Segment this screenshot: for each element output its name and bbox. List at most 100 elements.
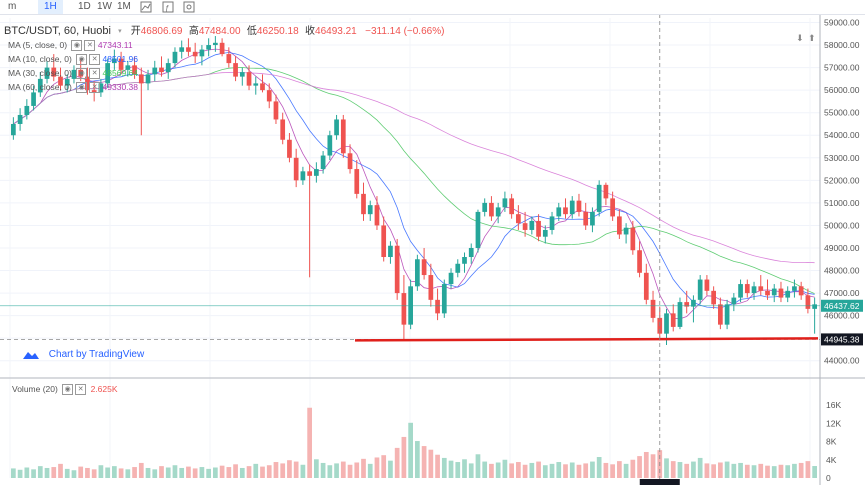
eye-icon[interactable]: ◉ bbox=[76, 82, 88, 94]
close-icon[interactable]: ✕ bbox=[89, 54, 101, 66]
price-tick-label: 47000.00 bbox=[824, 288, 860, 298]
close-icon[interactable]: ✕ bbox=[84, 40, 96, 52]
interval-1h[interactable]: 1H bbox=[38, 0, 63, 14]
volume-bar bbox=[489, 463, 494, 478]
candle-body bbox=[603, 184, 609, 199]
volume-bar bbox=[549, 463, 555, 478]
price-tick-label: 48000.00 bbox=[824, 266, 860, 276]
price-tick-label: 56000.00 bbox=[824, 85, 860, 95]
open-label: 开 bbox=[130, 26, 141, 37]
candle-body bbox=[502, 198, 508, 208]
settings-icon[interactable] bbox=[183, 0, 199, 14]
candle-body bbox=[300, 171, 306, 181]
candle-body bbox=[105, 63, 110, 84]
candle-body bbox=[704, 279, 710, 291]
eye-icon[interactable]: ◉ bbox=[71, 40, 83, 52]
candle-body bbox=[509, 198, 514, 215]
candle-body bbox=[697, 279, 703, 300]
volume-bar bbox=[165, 467, 171, 478]
interval-1m[interactable]: 1M bbox=[117, 1, 131, 12]
candle-body bbox=[563, 207, 568, 215]
volume-bar bbox=[798, 462, 804, 478]
candle-body bbox=[132, 65, 137, 75]
volume-bar bbox=[71, 470, 77, 478]
volume-bar bbox=[320, 462, 326, 478]
low-label: 低 bbox=[246, 26, 257, 37]
candle-body bbox=[798, 286, 804, 296]
volume-bar bbox=[805, 461, 811, 478]
volume-bar bbox=[361, 458, 366, 478]
candle-body bbox=[475, 211, 481, 248]
candle-body bbox=[637, 250, 642, 273]
eye-icon[interactable]: ◉ bbox=[76, 68, 88, 80]
tradingview-watermark[interactable]: Chart by TradingView bbox=[22, 348, 144, 360]
interval-1w[interactable]: 1W bbox=[97, 1, 112, 12]
indicators-icon[interactable]: ƒ bbox=[162, 0, 178, 14]
volume-bar bbox=[219, 465, 225, 478]
candle-body bbox=[334, 119, 339, 136]
candle-body bbox=[213, 42, 218, 46]
volume-bar bbox=[448, 460, 454, 478]
volume-bar bbox=[85, 467, 90, 478]
candle-body bbox=[327, 135, 333, 156]
eye-icon[interactable]: ◉ bbox=[76, 54, 88, 66]
candle-body bbox=[549, 216, 555, 230]
ma5-value: 47343.11 bbox=[97, 40, 133, 50]
candle-body bbox=[64, 78, 70, 86]
volume-tick-label: 16K bbox=[826, 400, 841, 410]
volume-bar bbox=[495, 462, 501, 478]
close-icon[interactable]: ✕ bbox=[75, 384, 87, 396]
candle-body bbox=[44, 67, 50, 79]
eye-icon[interactable]: ◉ bbox=[62, 384, 74, 396]
volume-bar bbox=[765, 465, 770, 478]
candle-body bbox=[51, 67, 57, 77]
chart-type-icon[interactable] bbox=[140, 0, 156, 14]
volume-bar bbox=[273, 462, 279, 478]
volume-bar bbox=[643, 451, 649, 478]
candle-body bbox=[293, 157, 299, 181]
candle-body bbox=[617, 216, 622, 235]
candle-body bbox=[145, 74, 151, 84]
volume-bar bbox=[435, 454, 440, 478]
close-value: 46493.21 bbox=[315, 26, 357, 37]
interval-1d[interactable]: 1D bbox=[78, 1, 91, 12]
ma60-legend: MA (60, close, 0) ◉ ✕ 49330.38 bbox=[8, 82, 138, 94]
volume-bar bbox=[307, 407, 312, 478]
ma5-label: MA (5, close, 0) bbox=[8, 40, 68, 50]
volume-bar bbox=[367, 463, 373, 478]
volume-bar bbox=[172, 465, 178, 478]
symbol-title: BTC/USDT, 60, Huobi bbox=[4, 25, 111, 37]
close-icon[interactable]: ✕ bbox=[89, 68, 101, 80]
candle-body bbox=[138, 74, 144, 84]
volume-bar bbox=[610, 464, 615, 478]
candle-body bbox=[596, 184, 602, 212]
volume-bar bbox=[617, 461, 622, 478]
price-tick-label: 51000.00 bbox=[824, 198, 860, 208]
arrow-down-icon: ⬇ bbox=[796, 34, 804, 44]
close-icon[interactable]: ✕ bbox=[89, 82, 101, 94]
volume-bar bbox=[186, 466, 191, 478]
candle-body bbox=[71, 69, 77, 79]
candle-body bbox=[468, 247, 474, 258]
volume-bar bbox=[374, 457, 380, 478]
volume-tick-label: 0 bbox=[826, 473, 831, 483]
volume-bar bbox=[206, 468, 211, 478]
candle-body bbox=[260, 83, 265, 91]
chevron-down-icon[interactable]: ▾ bbox=[118, 28, 122, 36]
volume-bar bbox=[691, 461, 696, 478]
candle-body bbox=[226, 54, 232, 64]
support-line bbox=[354, 337, 819, 342]
volume-bar bbox=[132, 467, 137, 478]
candle-body bbox=[691, 299, 696, 307]
candle-body bbox=[569, 200, 575, 215]
candle-body bbox=[489, 202, 494, 217]
volume-bar bbox=[246, 466, 252, 478]
candle-body bbox=[677, 302, 683, 327]
interval-menu-m[interactable]: m bbox=[8, 1, 17, 12]
volume-bar bbox=[334, 463, 339, 478]
candle-body bbox=[785, 290, 791, 298]
price-tick-label: 59000.00 bbox=[824, 18, 860, 28]
candle-body bbox=[112, 58, 117, 64]
volume-bar bbox=[758, 463, 764, 478]
